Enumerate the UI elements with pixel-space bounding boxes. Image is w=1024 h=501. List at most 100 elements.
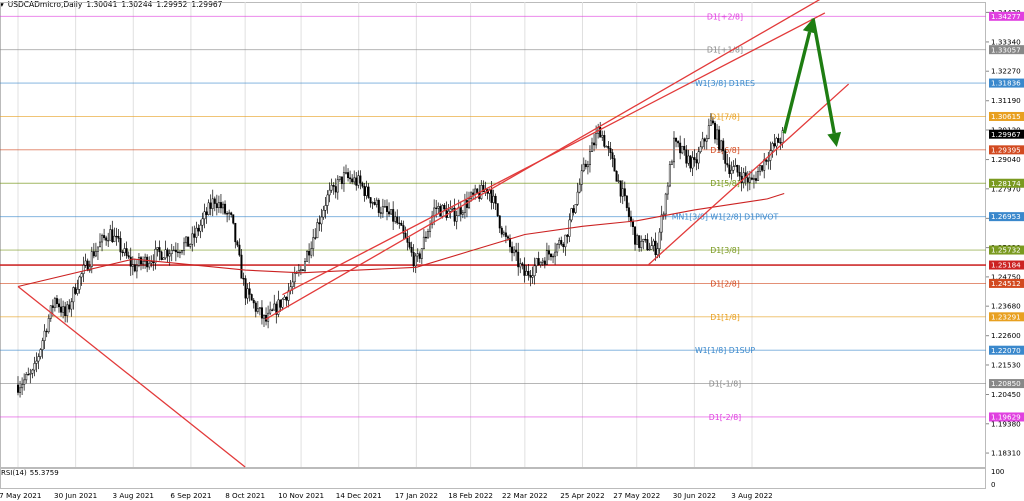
candle-body bbox=[197, 227, 200, 232]
candle-body bbox=[644, 238, 647, 241]
candle-body bbox=[650, 245, 653, 250]
candle-body bbox=[449, 208, 452, 212]
candle-body bbox=[670, 161, 673, 165]
candle-body bbox=[150, 261, 153, 264]
candle-body bbox=[217, 202, 220, 209]
candle-body bbox=[320, 216, 323, 225]
candle-body bbox=[43, 330, 46, 341]
candle-body bbox=[527, 270, 530, 276]
candle-body bbox=[345, 172, 347, 174]
candle-body bbox=[459, 207, 462, 215]
candle-body bbox=[588, 151, 591, 166]
candle-body bbox=[287, 290, 290, 301]
candle-body bbox=[191, 233, 194, 245]
candle-body bbox=[152, 261, 155, 264]
candle-body bbox=[45, 330, 48, 333]
rsi-label: RSI(14) 55.3759 bbox=[1, 469, 62, 477]
candle-body bbox=[62, 306, 65, 313]
y-tick-label: 1.27970 bbox=[991, 184, 1021, 193]
candle-body bbox=[504, 232, 507, 237]
price-badge bbox=[989, 178, 1024, 188]
price-badge-text: 1.23291 bbox=[991, 312, 1021, 321]
candle-body bbox=[406, 237, 409, 243]
candle-body bbox=[37, 356, 40, 362]
candle-body bbox=[677, 141, 680, 144]
candle-body bbox=[533, 265, 536, 277]
murrey-level-label: D1[+2/8] bbox=[707, 12, 743, 21]
candle-body bbox=[336, 179, 339, 193]
candle-body bbox=[701, 138, 704, 148]
candle-body bbox=[506, 236, 509, 239]
candle-body bbox=[402, 225, 405, 234]
candle-body bbox=[228, 212, 231, 214]
candle-body bbox=[23, 379, 26, 385]
candle-body bbox=[535, 258, 538, 267]
y-tick-label: 1.20450 bbox=[991, 390, 1021, 399]
candle-body bbox=[371, 202, 374, 204]
candle-body bbox=[25, 374, 28, 381]
candle-body bbox=[355, 177, 358, 186]
candle-body bbox=[92, 251, 95, 257]
x-tick-label: 30 Jun 2021 bbox=[54, 491, 97, 500]
candle-body bbox=[334, 186, 337, 193]
murrey-level-label: D1[+1/8] bbox=[707, 46, 743, 55]
candle-body bbox=[133, 264, 136, 272]
candle-body bbox=[490, 189, 493, 203]
rsi-name: RSI(14) bbox=[1, 469, 27, 477]
candle-body bbox=[699, 146, 702, 153]
candle-body bbox=[375, 199, 378, 205]
x-tick-label: 22 Mar 2022 bbox=[502, 491, 548, 500]
candle-body bbox=[439, 206, 442, 217]
candle-body bbox=[472, 192, 475, 195]
candle-body bbox=[509, 238, 511, 248]
candle-body bbox=[170, 250, 173, 255]
candle-body bbox=[308, 251, 311, 256]
candle-body bbox=[623, 188, 626, 197]
candle-body bbox=[109, 229, 112, 241]
candle-body bbox=[137, 257, 140, 266]
candle-body bbox=[668, 164, 671, 187]
candle-body bbox=[250, 294, 253, 301]
candle-body bbox=[70, 301, 73, 310]
candle-body bbox=[222, 203, 224, 209]
candle-body bbox=[404, 232, 407, 239]
candle-body bbox=[273, 303, 276, 311]
candle-body bbox=[230, 212, 233, 215]
candle-body bbox=[427, 231, 429, 239]
candle-body bbox=[666, 185, 669, 195]
open-value: 1.30041 bbox=[86, 0, 118, 9]
candle-body bbox=[232, 214, 235, 224]
y-tick-label: 1.19380 bbox=[991, 419, 1021, 428]
murrey-level-label: D1[7/8] bbox=[710, 112, 740, 121]
price-badge bbox=[989, 78, 1024, 88]
candle-body bbox=[681, 145, 684, 154]
candle-body bbox=[552, 255, 555, 258]
candle-body bbox=[554, 251, 557, 257]
candle-body bbox=[111, 229, 114, 243]
candle-body bbox=[451, 207, 454, 210]
candle-body bbox=[162, 257, 165, 260]
candle-body bbox=[746, 177, 749, 183]
candle-body bbox=[722, 140, 725, 152]
projection-arrow-head bbox=[827, 131, 842, 147]
murrey-level-label: W1[3/8] D1RES bbox=[695, 79, 755, 88]
price-badge bbox=[989, 245, 1024, 255]
candle-body bbox=[591, 142, 593, 152]
candle-body bbox=[429, 224, 432, 232]
candle-body bbox=[316, 222, 319, 239]
x-tick-label: 17 Jan 2022 bbox=[395, 491, 438, 500]
candle-body bbox=[396, 216, 399, 224]
candle-body bbox=[738, 171, 741, 177]
candle-body bbox=[664, 193, 667, 215]
candle-body bbox=[283, 296, 286, 300]
candle-body bbox=[679, 142, 682, 154]
candle-body bbox=[27, 374, 30, 376]
candle-body bbox=[496, 203, 499, 217]
x-tick-label: 25 Apr 2022 bbox=[560, 491, 604, 500]
candle-body bbox=[767, 160, 770, 162]
candle-body bbox=[297, 270, 300, 273]
y-tick-label: 1.22600 bbox=[991, 331, 1021, 340]
rsi-scale-top: 100 bbox=[991, 468, 1004, 476]
collapse-triangle-icon[interactable]: ▾ bbox=[0, 0, 4, 9]
